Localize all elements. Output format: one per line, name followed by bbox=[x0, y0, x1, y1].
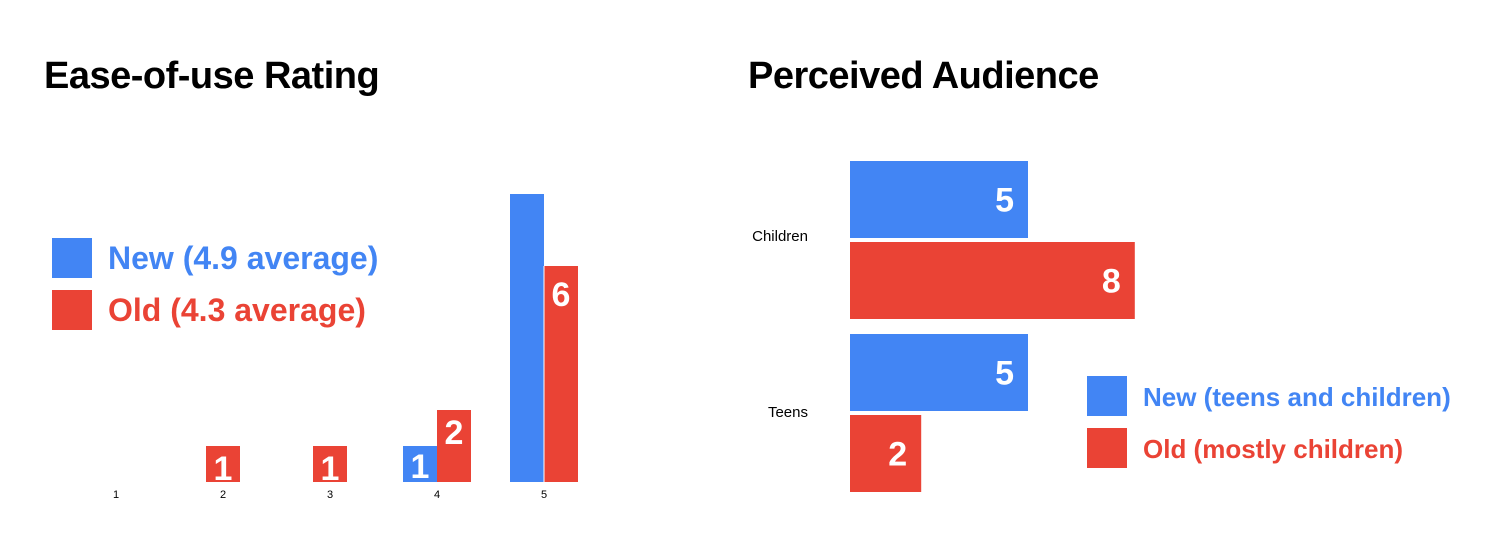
legend-label-new: New (4.9 average) bbox=[108, 240, 379, 276]
legend-label-new-audience: New (teens and children) bbox=[1143, 382, 1451, 412]
legend-swatch-new bbox=[52, 238, 92, 278]
bar-old-3 bbox=[313, 446, 347, 482]
data-label-old-children: 8 bbox=[1102, 263, 1121, 301]
data-label-new-4: 1 bbox=[411, 448, 430, 486]
data-label-old-5: 6 bbox=[552, 276, 571, 314]
data-label-old-2: 1 bbox=[214, 450, 233, 488]
legend-swatch-old bbox=[52, 290, 92, 330]
bar-old-children bbox=[850, 242, 1135, 319]
legend-label-old: Old (4.3 average) bbox=[108, 292, 366, 328]
x-tick-label-3: 3 bbox=[327, 489, 333, 501]
bar-old-2 bbox=[206, 446, 240, 482]
data-label-old-3: 1 bbox=[321, 450, 340, 488]
bar-new-children bbox=[850, 161, 1028, 238]
bar-new-4 bbox=[403, 446, 437, 482]
bar-new-teens bbox=[850, 334, 1028, 411]
x-tick-label-1: 1 bbox=[113, 489, 119, 501]
x-tick-label-5: 5 bbox=[541, 489, 547, 501]
chart-title-ease-of-use: Ease-of-use Rating bbox=[44, 55, 380, 97]
data-label-new-teens: 5 bbox=[995, 355, 1014, 393]
bar-old-teens bbox=[850, 415, 922, 492]
data-label-old-teens: 2 bbox=[888, 436, 907, 474]
bar-old-4 bbox=[437, 410, 471, 482]
data-label-old-4: 2 bbox=[445, 414, 464, 452]
y-tick-label-teens: Teens bbox=[768, 404, 808, 421]
data-label-new-children: 5 bbox=[995, 182, 1014, 220]
bar-new-5 bbox=[510, 194, 544, 482]
legend-swatch-new-audience bbox=[1087, 376, 1127, 416]
y-tick-label-children: Children bbox=[752, 228, 808, 245]
chart-title-perceived-audience: Perceived Audience bbox=[748, 55, 1099, 97]
legend-swatch-old-audience bbox=[1087, 428, 1127, 468]
x-tick-label-4: 4 bbox=[434, 489, 440, 501]
bar-old-5 bbox=[544, 266, 578, 482]
x-tick-label-2: 2 bbox=[220, 489, 226, 501]
legend-label-old-audience: Old (mostly children) bbox=[1143, 434, 1404, 464]
